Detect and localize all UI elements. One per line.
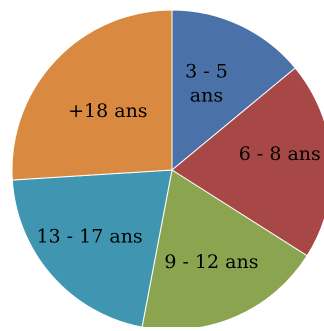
slice-label-line: 9 - 12 ans	[164, 251, 258, 273]
slice-label-line: ans	[190, 84, 223, 106]
slice-label-5: +18 ans	[68, 100, 147, 122]
slice-label-1: 3 - 5 ans	[185, 60, 228, 106]
slice-label-4: 13 - 17 ans	[36, 226, 142, 248]
slice-label-3: 9 - 12 ans	[164, 251, 258, 273]
slice-label-line: 6 - 8 ans	[239, 143, 321, 165]
pie-slice-1	[171, 9, 296, 172]
pie-labels: 3 - 5 ans 6 - 8 ans 9 - 12 ans 13 - 17 ans +1…	[36, 60, 320, 273]
slice-label-line: +18 ans	[68, 100, 147, 122]
pie-slice-4	[11, 169, 173, 328]
pie-slices	[11, 9, 324, 331]
pie-slice-2	[171, 67, 324, 257]
slice-label-line: 3 - 5	[185, 60, 228, 82]
slice-label-2: 6 - 8 ans	[239, 143, 321, 165]
pie-slice-5	[11, 9, 173, 181]
slice-label-line: 13 - 17 ans	[36, 226, 142, 248]
